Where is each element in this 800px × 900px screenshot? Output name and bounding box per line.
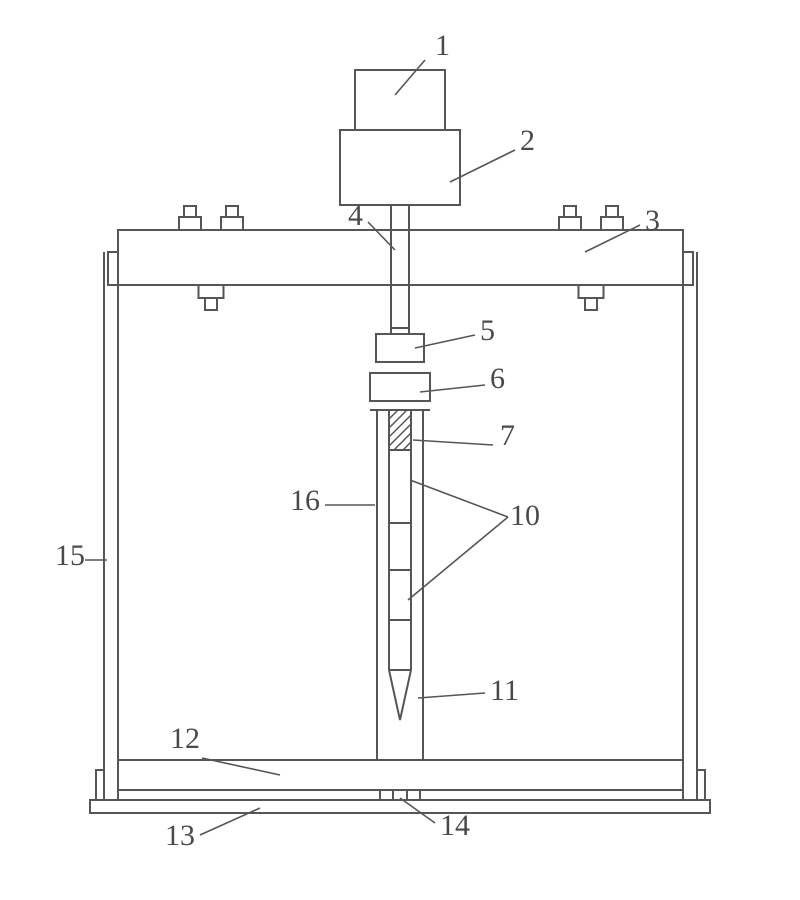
label-n4: 4 [348, 199, 363, 232]
part-3 [118, 230, 683, 285]
crossbeam-notch-left [108, 252, 118, 285]
part-11 [389, 670, 411, 720]
leader-n1 [395, 60, 425, 95]
label-n1: 1 [435, 29, 450, 62]
label-n6: 6 [490, 362, 505, 395]
column-flange-1 [697, 770, 705, 800]
label-n3: 3 [645, 204, 660, 237]
label-n13: 13 [165, 819, 195, 852]
part-13 [90, 800, 710, 813]
label-n11: 11 [490, 674, 519, 707]
nut-0 [199, 285, 224, 298]
bolt-shaft-0 [184, 206, 196, 217]
label-n12: 12 [170, 722, 200, 755]
label-n7: 7 [500, 419, 515, 452]
leader-n10a [410, 480, 508, 517]
bolt-shaft-2 [564, 206, 576, 217]
part-12 [118, 760, 683, 790]
part-14-right [407, 790, 420, 800]
label-n2: 2 [520, 124, 535, 157]
label-n10: 10 [510, 499, 540, 532]
bolt-shaft-3 [606, 206, 618, 217]
nut-stem-1 [585, 298, 597, 310]
label-n5: 5 [480, 314, 495, 347]
label-n15: 15 [55, 539, 85, 572]
part-6 [370, 373, 430, 401]
nut-1 [579, 285, 604, 298]
bolt-head-1 [221, 217, 243, 230]
label-n16: 16 [290, 484, 320, 517]
leader-n14 [400, 798, 435, 823]
nut-stem-0 [205, 298, 217, 310]
bolt-head-0 [179, 217, 201, 230]
column-flange-0 [96, 770, 104, 800]
label-n14: 14 [440, 809, 470, 842]
part-14-left [380, 790, 393, 800]
crossbeam-notch-right [683, 252, 693, 285]
bolt-head-2 [559, 217, 581, 230]
leader-n7 [413, 440, 493, 445]
part-1 [355, 70, 445, 130]
leader-n11 [418, 693, 485, 698]
part-2 [340, 130, 460, 205]
bolt-shaft-1 [226, 206, 238, 217]
bolt-head-3 [601, 217, 623, 230]
